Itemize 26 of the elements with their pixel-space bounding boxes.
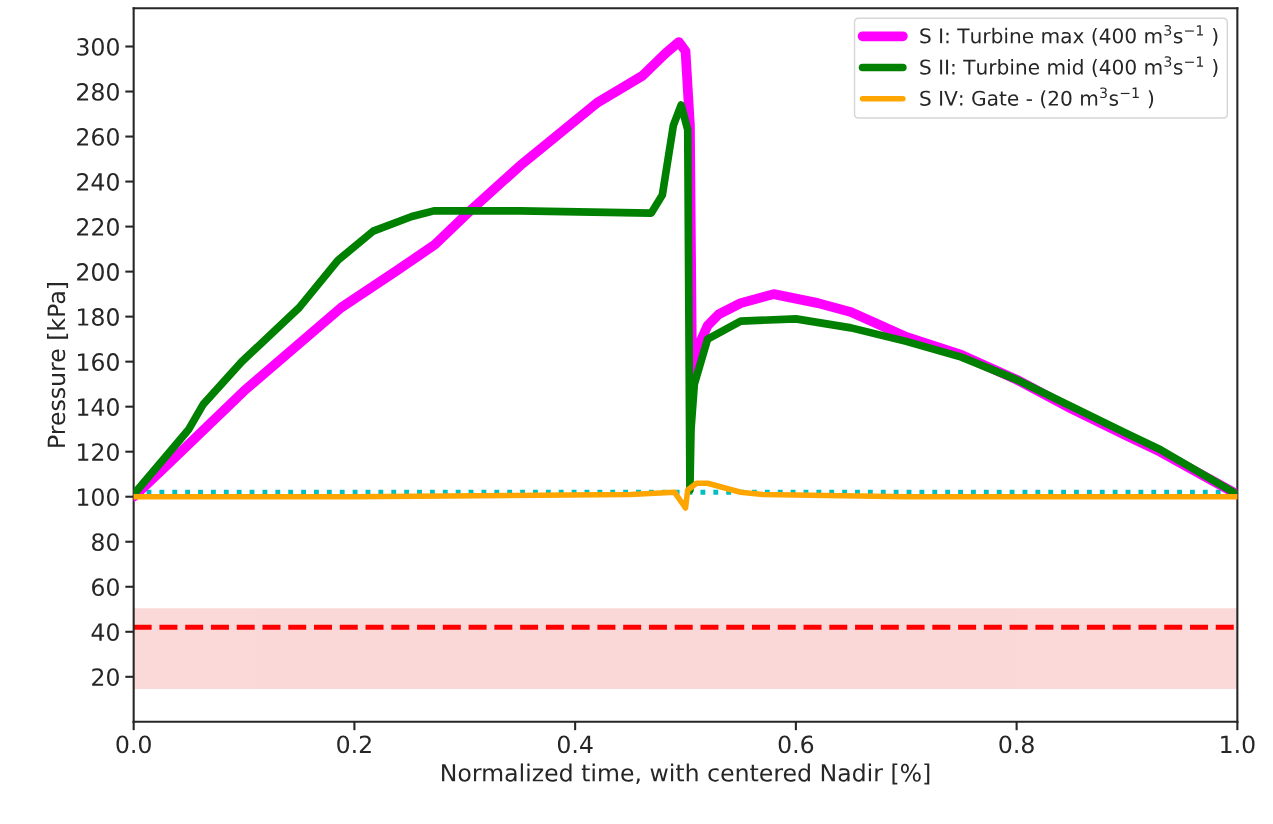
y-tick-label: 40 [91, 623, 119, 642]
y-tick-label: 80 [92, 533, 119, 552]
y-tick-label: 280 [77, 82, 119, 101]
x-tick-label: 0.8 [999, 735, 1034, 754]
y-tick-label: 300 [77, 37, 119, 56]
y-axis-title: Pressure [kPa] [47, 283, 69, 447]
y-tick-label: 220 [77, 218, 119, 236]
y-tick-label: 20 [92, 668, 119, 687]
x-tick-label: 1.0 [1221, 735, 1255, 754]
legend-label: S IV: Gate - (20 m$^{3}$s$^{−1}$ ) [920, 87, 1154, 109]
y-tick-label: 200 [77, 263, 119, 281]
y-tick-label: 160 [78, 353, 119, 371]
legend-label: S I: Turbine max (400 m$^{3}$s$^{−1}$ ) [920, 25, 1218, 46]
y-tick-label: 140 [78, 398, 119, 416]
y-tick-label: 180 [78, 308, 119, 326]
y-tick-label: 260 [77, 128, 119, 146]
x-tick-label: 0.0 [116, 735, 151, 754]
x-tick-label: 0.4 [557, 735, 593, 754]
x-tick-label: 0.2 [337, 735, 371, 754]
x-tick-label: 0.6 [778, 735, 814, 754]
y-tick-label: 60 [92, 578, 119, 597]
y-tick-label: 100 [78, 488, 119, 507]
legend-label: S II: Turbine mid (400 m$^{3}$s$^{−1}$ ) [920, 56, 1218, 78]
x-axis-title: Normalized time, with centered Nadir [%] [442, 763, 930, 785]
y-tick-label: 120 [78, 443, 119, 461]
y-tick-label: 240 [77, 173, 119, 191]
